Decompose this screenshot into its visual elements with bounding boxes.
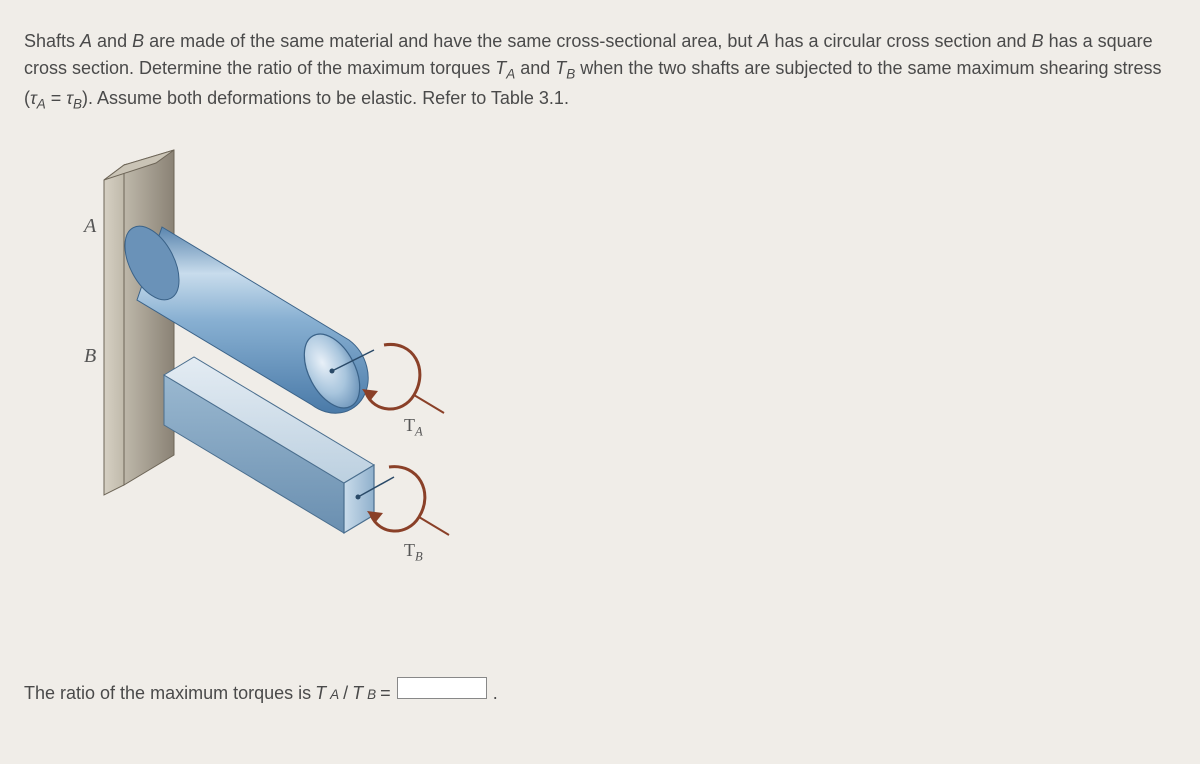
- label-b: B: [84, 345, 96, 368]
- label-a: A: [84, 215, 96, 238]
- answer-line: The ratio of the maximum torques is TA/T…: [24, 677, 498, 704]
- wall: [104, 150, 174, 495]
- shaft-diagram: [44, 145, 544, 605]
- problem-statement: Shafts A and B are made of the same mate…: [24, 28, 1174, 115]
- diagram: A B TA TB: [44, 145, 544, 625]
- torque-arrow-b: [367, 466, 449, 534]
- torque-arrow-a: [362, 344, 444, 413]
- answer-input[interactable]: [397, 677, 487, 699]
- label-tb: TB: [404, 540, 423, 565]
- label-ta: TA: [404, 415, 423, 440]
